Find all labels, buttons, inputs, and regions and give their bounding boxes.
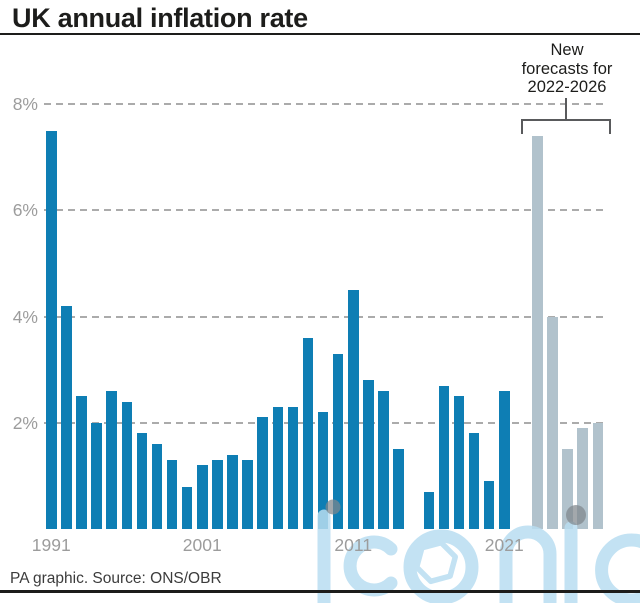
forecast-bracket-stem	[565, 98, 567, 121]
bar-2002	[212, 459, 223, 529]
iconic-watermark	[317, 499, 640, 603]
gridline-4pct	[44, 315, 608, 318]
bar-1997	[136, 433, 148, 529]
bar-2008	[302, 337, 314, 529]
bar-2000	[181, 486, 193, 529]
source-credit: PA graphic. Source: ONS/OBR	[10, 570, 222, 587]
bar-1999	[166, 459, 178, 529]
bar-2003	[227, 454, 238, 529]
bar-2009	[317, 412, 329, 529]
forecast-bracket-bar	[521, 119, 611, 121]
bar-1995	[106, 390, 117, 529]
bar-2018	[453, 396, 465, 529]
y-axis-label-8pct: 8%	[12, 94, 38, 115]
bar-1996	[121, 401, 132, 529]
bar-2006	[272, 406, 283, 529]
watermark-letter-o	[403, 529, 479, 603]
bar-2012	[363, 380, 374, 529]
bar-2013	[378, 390, 389, 529]
bar-2021	[499, 390, 510, 529]
bar-2024	[562, 449, 573, 529]
bar-2004	[242, 459, 253, 529]
watermark-i1-dot	[325, 499, 341, 515]
bar-1991	[46, 130, 57, 529]
bar-2017	[438, 385, 450, 529]
watermark-hexagon-icon	[413, 539, 459, 585]
y-axis-label-2pct: 2%	[12, 412, 38, 433]
bar-2020	[483, 481, 495, 529]
bar-2001	[197, 465, 208, 529]
x-axis-label-1991: 1991	[31, 535, 71, 555]
bar-2023	[547, 316, 558, 529]
forecast-bracket-tick-left	[521, 119, 523, 134]
x-axis-label-2021: 2021	[484, 535, 524, 555]
footer-rule	[0, 590, 640, 593]
title-rule	[0, 33, 640, 35]
watermark-i2-dot	[566, 505, 586, 525]
forecast-annotation: New forecasts for 2022-2026	[521, 41, 613, 96]
watermark-letter-c2	[595, 533, 640, 603]
bar-2007	[287, 406, 299, 529]
watermark-letter-c1	[343, 535, 398, 597]
y-axis-label-4pct: 4%	[12, 306, 38, 327]
bar-2011	[348, 290, 359, 529]
bar-1992	[61, 305, 72, 529]
forecast-bracket-tick-right	[609, 119, 611, 134]
bar-2022	[532, 136, 543, 529]
y-axis-label-6pct: 6%	[12, 200, 38, 221]
bar-1993	[76, 396, 87, 529]
gridline-6pct	[44, 209, 608, 212]
bar-1998	[151, 444, 163, 529]
bar-2026	[592, 422, 603, 529]
bar-2016	[423, 491, 434, 529]
bar-2010	[332, 353, 344, 529]
bar-1994	[91, 422, 102, 529]
x-axis-label-2001: 2001	[182, 535, 222, 555]
bar-2019	[468, 433, 480, 529]
bar-2005	[257, 417, 268, 529]
watermark-letter-n	[499, 525, 557, 603]
page-title: UK annual inflation rate	[12, 3, 308, 33]
bar-2025	[577, 428, 588, 529]
x-axis-label-2011: 2011	[334, 535, 373, 555]
bar-2014	[393, 449, 404, 529]
gridline-8pct	[44, 103, 608, 106]
